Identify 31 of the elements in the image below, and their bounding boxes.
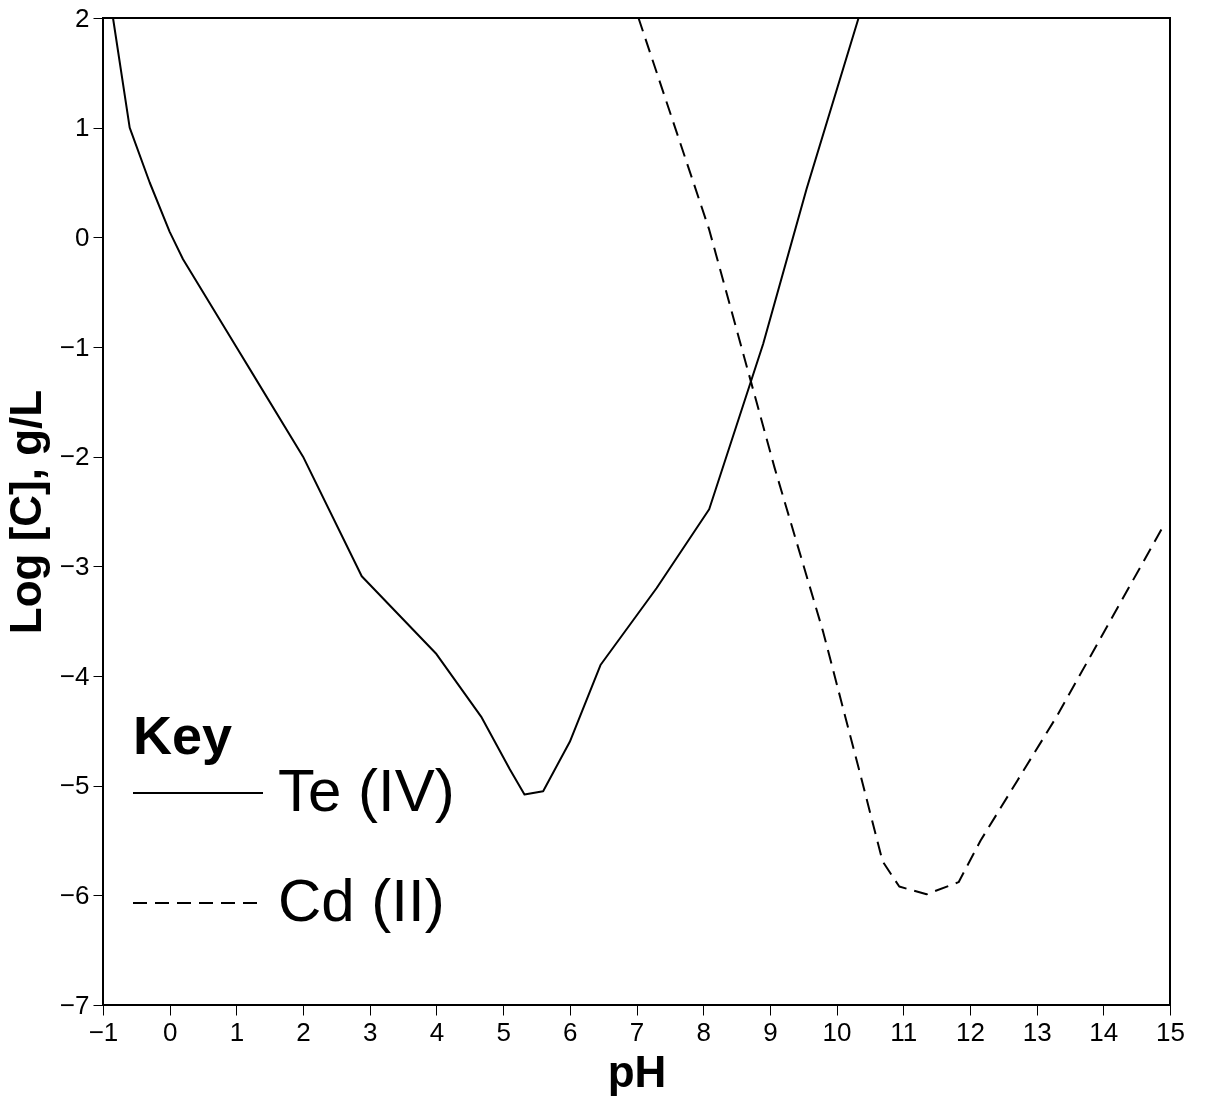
x-tick-label: 7: [629, 1016, 645, 1047]
legend-title: Key: [133, 705, 233, 765]
x-tick-label: 6: [563, 1016, 578, 1047]
y-tick-label: −2: [59, 441, 90, 472]
y-tick-label: −3: [59, 550, 90, 581]
x-tick-label: 13: [1022, 1016, 1052, 1047]
y-tick-label: −1: [59, 331, 90, 362]
x-tick-label: 9: [763, 1016, 778, 1047]
x-tick-label: 14: [1089, 1016, 1119, 1047]
y-tick-label: −5: [59, 770, 90, 801]
x-tick-label: 8: [696, 1016, 711, 1047]
x-tick-label: 10: [822, 1016, 852, 1047]
x-tick-label: 12: [955, 1016, 985, 1047]
x-tick-label: 1: [229, 1016, 245, 1047]
x-tick-label: 11: [890, 1016, 918, 1047]
x-tick-label: 0: [162, 1016, 178, 1047]
y-tick-label: 0: [75, 221, 90, 252]
x-tick-label: 15: [1156, 1016, 1185, 1047]
x-tick-label: 5: [496, 1016, 511, 1047]
y-tick-label: 2: [75, 2, 90, 33]
x-tick-label: 4: [429, 1016, 445, 1047]
y-axis-title: Log [C], g/L: [0, 389, 50, 635]
y-tick-label: −4: [59, 660, 90, 691]
legend-label: Te (IV): [278, 757, 455, 824]
x-tick-label: 2: [296, 1016, 311, 1047]
y-tick-label: 1: [75, 112, 90, 143]
y-tick-label: −6: [59, 879, 90, 910]
legend-label: Cd (II): [278, 867, 445, 934]
y-tick-label: −7: [59, 989, 90, 1020]
x-axis-title: pH: [607, 1046, 667, 1096]
x-tick-label: 3: [363, 1016, 378, 1047]
